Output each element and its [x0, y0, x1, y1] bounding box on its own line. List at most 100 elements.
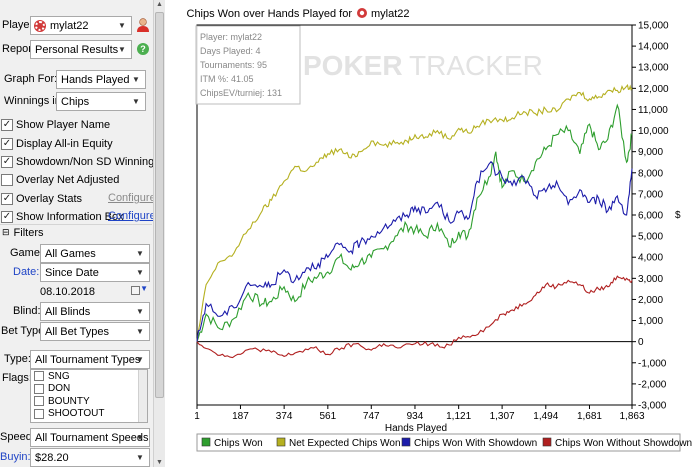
bet-type-value: All Bet Types [45, 325, 109, 338]
y-tick-label: 6,000 [638, 211, 663, 222]
filters-header[interactable]: ⊟ Filters [0, 224, 152, 240]
chevron-down-icon[interactable]: ▼ [140, 284, 148, 293]
date-select[interactable]: Since Date ▼ [40, 263, 150, 282]
buyin-select[interactable]: $28.20 ▼ [30, 448, 150, 467]
player-select[interactable]: mylat22 ▼ [30, 16, 132, 35]
scrollbar-thumb[interactable] [155, 12, 164, 398]
buyin-value: $28.20 [35, 451, 69, 464]
player-label: Player: [2, 19, 37, 31]
scroll-up-icon[interactable]: ▲ [156, 1, 163, 8]
series-line [196, 103, 633, 342]
blind-select[interactable]: All Blinds ▼ [40, 302, 150, 321]
watermark-poker: POKER [303, 50, 403, 81]
sidebar-scrollbar[interactable]: ▲ ▼ [153, 0, 165, 467]
chevron-down-icon: ▼ [136, 249, 144, 258]
y-tick-label: -2,000 [638, 379, 667, 390]
calendar-icon[interactable] [131, 286, 140, 295]
flags-label: Flags: [2, 372, 32, 384]
flags-row: Flags: [2, 368, 32, 388]
help-icon[interactable]: ? [137, 43, 149, 55]
chevron-down-icon: ▼ [132, 75, 140, 84]
info-player: Player: mylat22 [200, 32, 262, 42]
option-row: ✓ Overlay Stats [0, 190, 82, 208]
chevron-down-icon: ▼ [136, 433, 144, 442]
type-value: All Tournament Types [35, 353, 141, 366]
flags-list: SNG DON BOUNTY SHOOTOUT [30, 369, 148, 423]
chart-legend: Chips Won Net Expected Chips Won Chips Won… [196, 433, 692, 452]
flag-label: SNG [48, 370, 70, 382]
y-tick-label: 0 [638, 337, 644, 348]
y-tick-label: 15,000 [638, 21, 669, 32]
chevron-down-icon: ▼ [118, 21, 126, 30]
buyin-label[interactable]: Buyin: [0, 451, 31, 463]
game-label: Game: [10, 247, 44, 259]
list-item[interactable]: SNG [31, 370, 147, 383]
list-scrollbar[interactable] [138, 370, 147, 422]
date-picker[interactable]: 08.10.2018 ▼ [36, 283, 148, 300]
graph-for-label: Graph For: [4, 73, 58, 85]
checkbox[interactable] [34, 383, 44, 394]
configure-link[interactable]: Configure [108, 210, 156, 222]
list-item[interactable]: DON [31, 383, 147, 396]
info-box: Player: mylat22 Days Played: 4 Tournamen… [195, 25, 301, 105]
option-row: ✓ Show Information Box [0, 208, 124, 226]
y-tick-label: 7,000 [638, 189, 663, 200]
checkbox[interactable] [34, 408, 44, 419]
date-input[interactable]: 08.10.2018 [40, 285, 96, 298]
chevron-down-icon: ▼ [136, 453, 144, 462]
legend-swatch [542, 437, 552, 447]
checkbox[interactable]: ✓ [1, 193, 13, 205]
winnings-in-select[interactable]: Chips ▼ [56, 92, 146, 111]
user-icon[interactable] [136, 17, 150, 33]
speed-select[interactable]: All Tournament Speeds ▼ [30, 428, 150, 447]
checkbox[interactable]: ✓ [1, 119, 13, 131]
flag-label: SHOOTOUT [48, 408, 105, 420]
bet-type-select[interactable]: All Bet Types ▼ [40, 322, 150, 341]
blind-value: All Blinds [45, 305, 91, 318]
poker-chip-icon [35, 20, 45, 31]
poker-chip-icon [357, 8, 367, 18]
list-item[interactable]: SHOOTOUT [31, 408, 147, 421]
info-itm: ITM %: 41.05 [200, 74, 254, 84]
flag-label: DON [48, 383, 71, 395]
option-row: ✓ Display All-in Equity [0, 135, 113, 153]
blind-label: Blind: [13, 305, 41, 317]
y-tick-label: 8,000 [638, 168, 663, 179]
date-value: Since Date [45, 266, 99, 279]
legend-swatch [401, 437, 411, 447]
game-row: Game: [10, 243, 43, 263]
checkbox[interactable] [1, 174, 13, 186]
checkbox[interactable] [34, 371, 44, 382]
legend-entry: Chips Won [214, 438, 263, 449]
checkbox-label: Show Information Box [16, 211, 124, 223]
bet-type-row: Bet Type: [1, 321, 47, 341]
checkbox-label: Show Player Name [16, 119, 111, 131]
info-days: Days Played: 4 [200, 46, 261, 56]
option-row: ✓ Showdown/Non SD Winnings [0, 153, 160, 171]
y-tick-label: 10,000 [638, 126, 669, 137]
y-tick-label: 11,000 [638, 105, 668, 116]
speed-row: Speed: [0, 427, 35, 447]
date-label[interactable]: Date: [13, 266, 40, 278]
speed-value: All Tournament Speeds [35, 431, 149, 444]
configure-link[interactable]: Configure [108, 192, 156, 204]
graph-for-select[interactable]: Hands Played ▼ [56, 70, 146, 89]
y-tick-label: 12,000 [638, 84, 669, 95]
series-line [196, 160, 633, 342]
report-label: Report: [2, 43, 39, 55]
list-item[interactable]: BOUNTY [31, 395, 147, 408]
game-select[interactable]: All Games ▼ [40, 244, 150, 263]
checkbox[interactable] [34, 396, 44, 407]
type-select[interactable]: All Tournament Types ▼ [30, 350, 150, 369]
legend-entry: Chips Won Without Showdown [555, 438, 692, 449]
report-select[interactable]: Personal Results ▼ [30, 40, 132, 59]
scroll-down-icon[interactable]: ▼ [156, 459, 163, 466]
checkbox-label: Showdown/Non SD Winnings [16, 156, 160, 168]
x-tick-label: 1,681 [577, 411, 602, 422]
winnings-row: Winnings in: [4, 91, 64, 111]
checkbox[interactable]: ✓ [1, 211, 13, 223]
x-tick-label: 561 [319, 411, 336, 422]
checkbox[interactable]: ✓ [1, 156, 13, 168]
checkbox[interactable]: ✓ [1, 138, 13, 150]
y-tick-label: 9,000 [638, 147, 663, 158]
